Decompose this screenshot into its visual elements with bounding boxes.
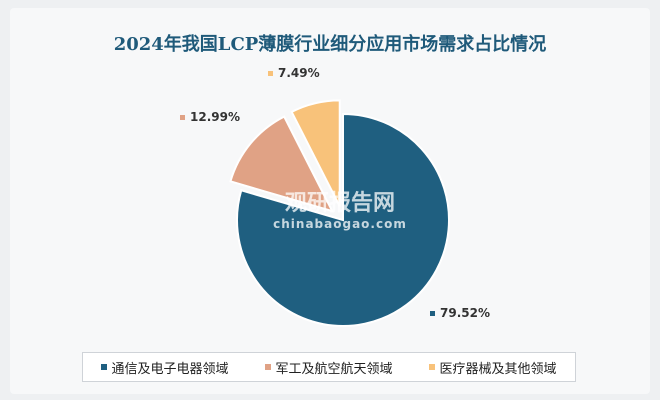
pie-slice: [290, 99, 341, 207]
data-label: 12.99%: [190, 110, 240, 124]
data-label-swatch: [268, 71, 273, 76]
data-label: 79.52%: [440, 306, 490, 320]
legend-item: 通信及电子电器领域: [101, 358, 229, 377]
chart-title: 2024年我国LCP薄膜行业细分应用市场需求占比情况: [113, 34, 547, 55]
data-label-swatch: [180, 115, 185, 120]
data-label-swatch: [430, 311, 435, 316]
legend-swatch: [429, 364, 436, 370]
legend-item: 医疗器械及其他领域: [429, 358, 557, 377]
legend-item: 军工及航空航天领域: [265, 358, 393, 377]
legend-swatch: [101, 364, 108, 370]
legend: 通信及电子电器领域 军工及航空航天领域 医疗器械及其他领域: [82, 352, 576, 382]
legend-swatch: [265, 364, 272, 370]
pie-slice: [229, 115, 335, 213]
watermark: 观研报告网 chinabaogao.com: [273, 191, 407, 231]
chart-card: [10, 8, 650, 394]
data-label: 7.49%: [278, 66, 320, 80]
pie-slice: [236, 112, 450, 327]
